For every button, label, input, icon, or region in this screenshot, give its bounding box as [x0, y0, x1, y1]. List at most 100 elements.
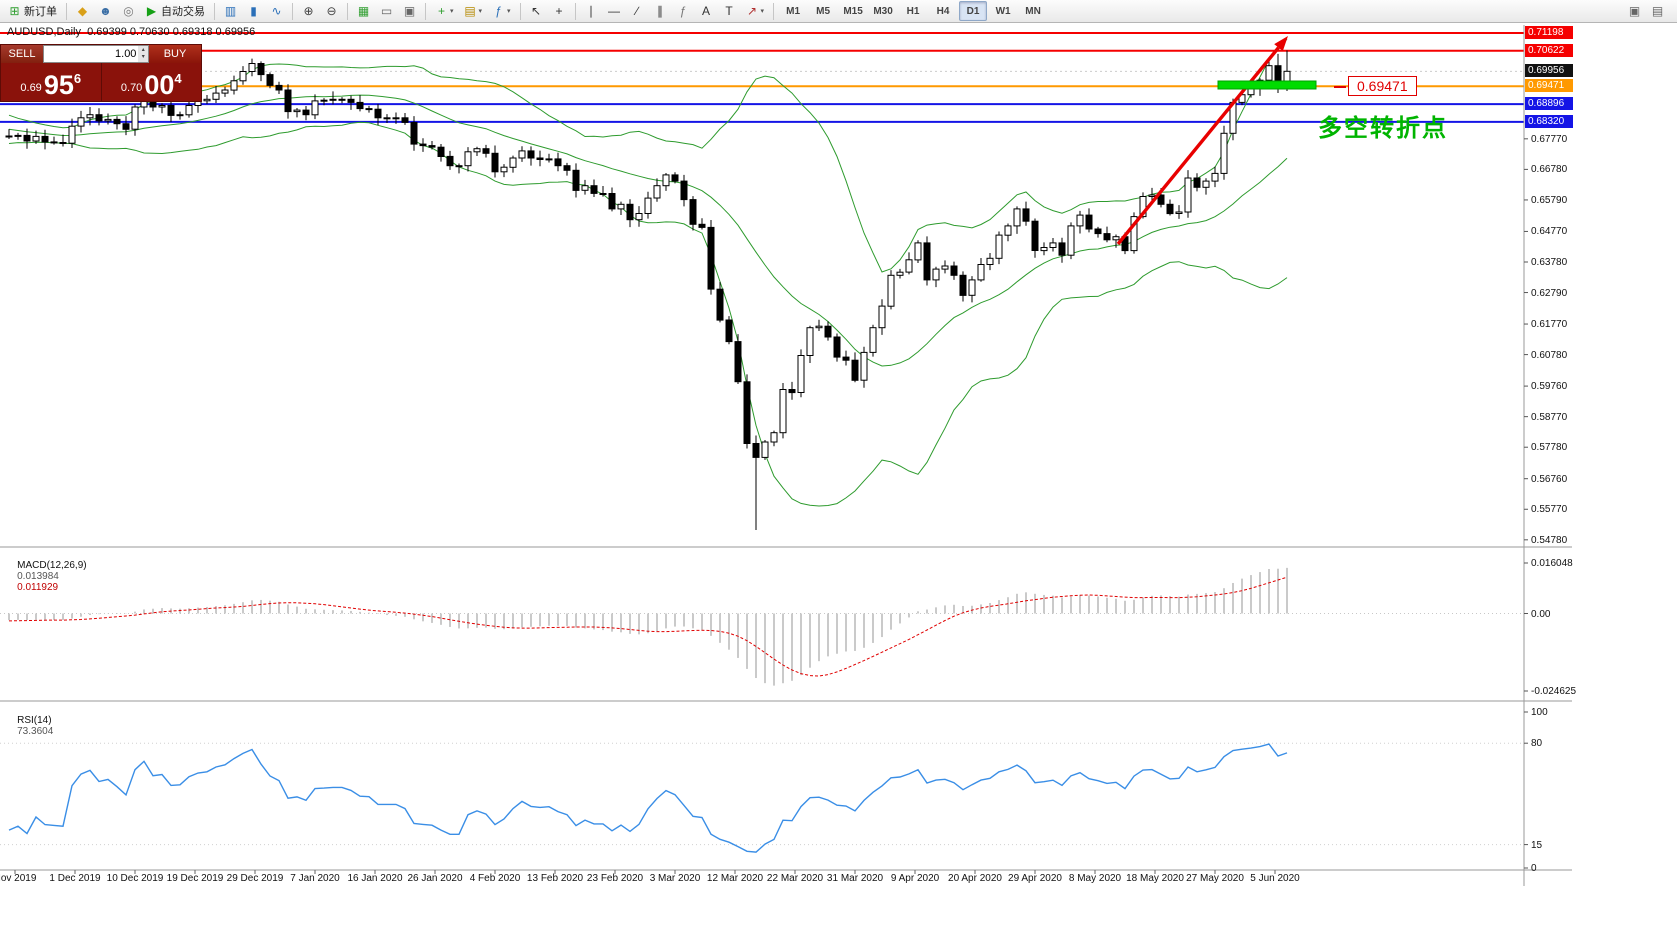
trend-arrow[interactable] — [1116, 46, 1280, 246]
metaeditor-button[interactable]: ◆ — [72, 1, 93, 22]
timeframe-mn-button[interactable]: MN — [1025, 5, 1041, 17]
candle-body — [941, 265, 949, 270]
macd-signal-value: 0.011929 — [17, 582, 59, 593]
timeframe-m1-button[interactable]: M1 — [786, 5, 801, 17]
sell-price[interactable]: 0.69 95 6 — [1, 63, 101, 101]
candle-body — [284, 89, 292, 113]
candlestick-mode-button[interactable]: ▮ — [243, 1, 264, 22]
price-tick: 0.62790 — [1531, 287, 1568, 299]
candle-body — [239, 71, 247, 82]
sell-button[interactable]: SELL — [1, 45, 43, 63]
navigator-button[interactable]: ☻ — [95, 1, 116, 22]
bar-chart-mode-button[interactable]: ▥ — [220, 1, 241, 22]
candle-body — [23, 134, 31, 142]
line-chart-mode-button[interactable]: ∿ — [266, 1, 287, 22]
price-tick: 0.54780 — [1531, 534, 1568, 546]
candle-body — [1148, 194, 1156, 197]
fibonacci-tool-button[interactable]: ƒ — [673, 1, 694, 22]
text-tool-button[interactable]: A — [696, 1, 717, 22]
vertical-line-tool-button[interactable]: ∣ — [581, 1, 602, 22]
timeframe-h1-button[interactable]: H1 — [906, 5, 920, 17]
price-scale[interactable]: 0.67770 0.66780 0.65790 0.64770 0.63780 0.627… — [1524, 23, 1594, 886]
profiles-button[interactable]: ▤ ▾ — [460, 1, 487, 22]
label-tool-button[interactable]: T — [719, 1, 740, 22]
buy-price-big: 00 — [144, 70, 175, 100]
candle-body — [1022, 208, 1030, 222]
candle-body — [1004, 225, 1012, 236]
candle-body — [545, 158, 553, 161]
autotrading-button[interactable]: ▶ 自动交易 — [141, 1, 209, 22]
candle-body — [851, 359, 859, 381]
candle-body — [635, 213, 643, 221]
timeframe-m30-button[interactable]: M30 — [873, 5, 893, 17]
new-chart-button[interactable]: + ▾ — [431, 1, 458, 22]
tile-windows-button[interactable]: ▦ — [353, 1, 374, 22]
vertical-line-tool-icon: ∣ — [588, 3, 595, 18]
date-label: Nov 2019 — [0, 873, 37, 884]
volume-spinner[interactable]: ▴ ▾ — [138, 46, 148, 62]
signals-button[interactable]: ◎ — [118, 1, 139, 22]
macd-signal-line — [8, 576, 1288, 677]
candle-body — [41, 135, 49, 143]
new-order-icon: ⊞ — [9, 3, 20, 18]
candle-body — [626, 203, 634, 221]
date-label: 12 Mar 2020 — [706, 873, 764, 884]
candle-body — [266, 74, 274, 86]
cursor-tool-button[interactable]: ↖ — [526, 1, 547, 22]
trendline-tool-button[interactable]: ∕ — [627, 1, 648, 22]
horizontal-line-tool-button[interactable]: — — [604, 1, 625, 22]
candle-body — [815, 325, 823, 329]
candle-body — [59, 142, 67, 144]
candle-body — [761, 441, 769, 458]
candle-body — [869, 327, 877, 353]
crosshair-tool-button[interactable]: + — [549, 1, 570, 22]
timeframe-m15-button[interactable]: M15 — [843, 5, 863, 17]
timeframe-d1-button[interactable]: D1 — [959, 1, 988, 21]
candle-body — [392, 117, 400, 120]
candle-body — [356, 101, 364, 110]
cascade-windows-icon: ▭ — [380, 3, 393, 18]
profiles-icon: ▤ — [464, 3, 476, 18]
trend-arrow-head[interactable] — [1274, 36, 1288, 52]
chart-window-button[interactable]: ▣ — [1624, 1, 1645, 22]
candle-body — [473, 148, 481, 153]
price-tick: 0.67770 — [1531, 133, 1568, 145]
candle-body — [86, 114, 94, 119]
candle-body — [383, 117, 391, 120]
spinner-down-icon[interactable]: ▾ — [141, 54, 145, 60]
timeframe-m5-button[interactable]: M5 — [816, 5, 831, 17]
zoom-out-button[interactable]: ⊖ — [321, 1, 342, 22]
zoom-out-icon: ⊖ — [326, 3, 337, 18]
chevron-down-icon: ▾ — [760, 8, 765, 15]
candle-body — [563, 165, 571, 171]
buy-price[interactable]: 0.70 00 4 — [102, 63, 202, 101]
sell-price-prefix: 0.69 — [20, 82, 42, 94]
price-marker: 0.71198 — [1525, 26, 1573, 39]
new-order-button[interactable]: ⊞ 新订单 — [4, 1, 61, 22]
zoom-in-button[interactable]: ⊕ — [298, 1, 319, 22]
buy-button[interactable]: BUY — [149, 45, 201, 63]
cascade-windows-button[interactable]: ▭ — [376, 1, 397, 22]
timeframe-w1-button[interactable]: W1 — [995, 5, 1011, 17]
spinner-up-icon[interactable]: ▴ — [141, 47, 145, 53]
date-label: 18 May 2020 — [1126, 873, 1184, 884]
support-zone-bar[interactable] — [1217, 80, 1317, 90]
candle-body — [374, 108, 382, 119]
toolbar-separator — [425, 2, 426, 20]
arrange-windows-button[interactable]: ▣ — [399, 1, 420, 22]
sell-price-pip: 6 — [73, 71, 82, 86]
candle-body — [185, 105, 193, 116]
arrows-tool-button[interactable]: ↗ ▾ — [742, 1, 769, 22]
date-label: 20 Apr 2020 — [948, 873, 1002, 884]
candle-body — [527, 150, 535, 159]
price-level-label[interactable]: 0.69471 — [1348, 76, 1417, 96]
volume-input[interactable] — [44, 46, 139, 62]
metaeditor-icon: ◆ — [77, 3, 88, 18]
channel-tool-button[interactable]: ∥ — [650, 1, 671, 22]
indicators-button[interactable]: ƒ ▾ — [488, 1, 515, 22]
toolbar-right: ▣ ▤ — [1623, 0, 1669, 23]
turning-point-note[interactable]: 多空转折点 — [1318, 114, 1448, 142]
timeframe-h4-button[interactable]: H4 — [936, 5, 950, 17]
chart-list-button[interactable]: ▤ — [1647, 1, 1668, 22]
